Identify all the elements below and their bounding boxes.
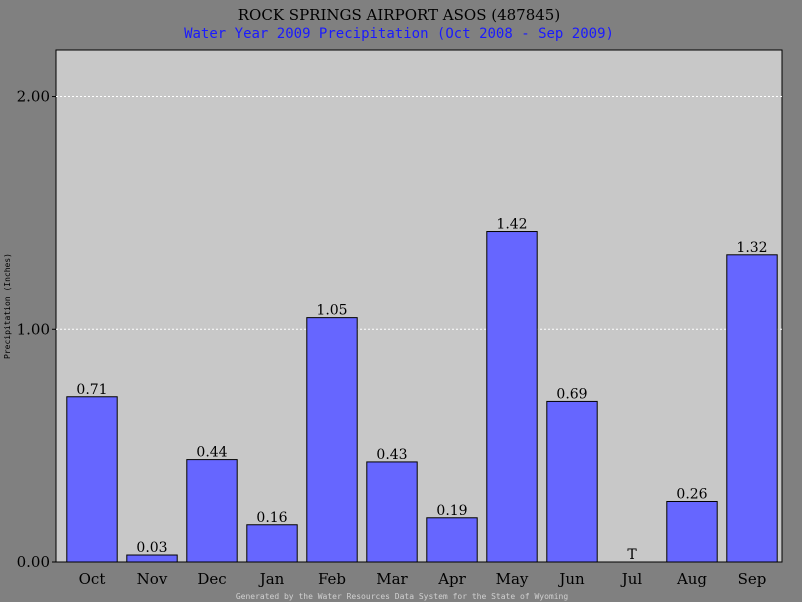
x-tick-label-jul: Jul <box>620 570 643 588</box>
y-tick-label: 1.00 <box>17 320 50 338</box>
bar-dec <box>186 459 238 563</box>
x-tick-label-sep: Sep <box>738 570 767 588</box>
bar-oct <box>66 396 118 563</box>
value-label-jul: T <box>627 547 637 563</box>
bar-jan <box>246 524 298 563</box>
value-label-jan: 0.16 <box>256 510 287 526</box>
bar-jun <box>546 400 598 563</box>
bar-aug <box>666 500 718 563</box>
bar-sep <box>726 254 778 563</box>
y-axis-label: Precipitation (Inches) <box>3 253 12 359</box>
chart-title: ROCK SPRINGS AIRPORT ASOS (487845) <box>238 6 560 24</box>
value-label-feb: 1.05 <box>316 303 347 319</box>
value-label-may: 1.42 <box>496 217 527 233</box>
y-tick-label: 2.00 <box>17 88 50 106</box>
footer-credit: Generated by the Water Resources Data Sy… <box>236 592 569 601</box>
value-label-sep: 1.32 <box>736 240 767 256</box>
x-tick-label-jan: Jan <box>258 570 285 588</box>
x-tick-label-apr: Apr <box>437 570 466 588</box>
bar-mar <box>366 461 418 563</box>
gridlines <box>52 96 782 563</box>
value-label-oct: 0.71 <box>76 382 107 398</box>
bar-may <box>486 231 538 563</box>
bars <box>66 231 778 563</box>
chart-subtitle: Water Year 2009 Precipitation (Oct 2008 … <box>184 26 614 42</box>
value-label-jun: 0.69 <box>556 386 587 402</box>
x-tick-label-aug: Aug <box>676 570 707 588</box>
x-tick-labels: Oct Nov Dec Jan Feb Mar Apr May Jun Jul Aug Sep <box>79 570 767 588</box>
x-tick-label-oct: Oct <box>79 570 106 588</box>
value-label-nov: 0.03 <box>136 540 167 556</box>
x-tick-label-mar: Mar <box>376 570 408 588</box>
bar-nov <box>126 554 178 563</box>
x-tick-label-jun: Jun <box>557 570 585 588</box>
value-label-dec: 0.44 <box>196 445 227 461</box>
plot-area <box>55 49 783 563</box>
x-tick-label-may: May <box>496 570 529 588</box>
bar-feb <box>306 317 358 563</box>
x-tick-label-dec: Dec <box>197 570 226 588</box>
x-tick-label-feb: Feb <box>318 570 346 588</box>
y-tick-labels: 0.00 1.00 2.00 <box>17 88 50 571</box>
x-tick-label-nov: Nov <box>137 570 168 588</box>
value-label-aug: 0.26 <box>676 486 707 502</box>
value-labels: 0.71 0.03 0.44 0.16 1.05 0.43 0.19 1.42 0.69 T 0.2… <box>76 217 767 563</box>
value-label-mar: 0.43 <box>376 447 407 463</box>
bar-apr <box>426 517 478 563</box>
y-tick-label: 0.00 <box>17 553 50 571</box>
value-label-apr: 0.19 <box>436 503 467 519</box>
